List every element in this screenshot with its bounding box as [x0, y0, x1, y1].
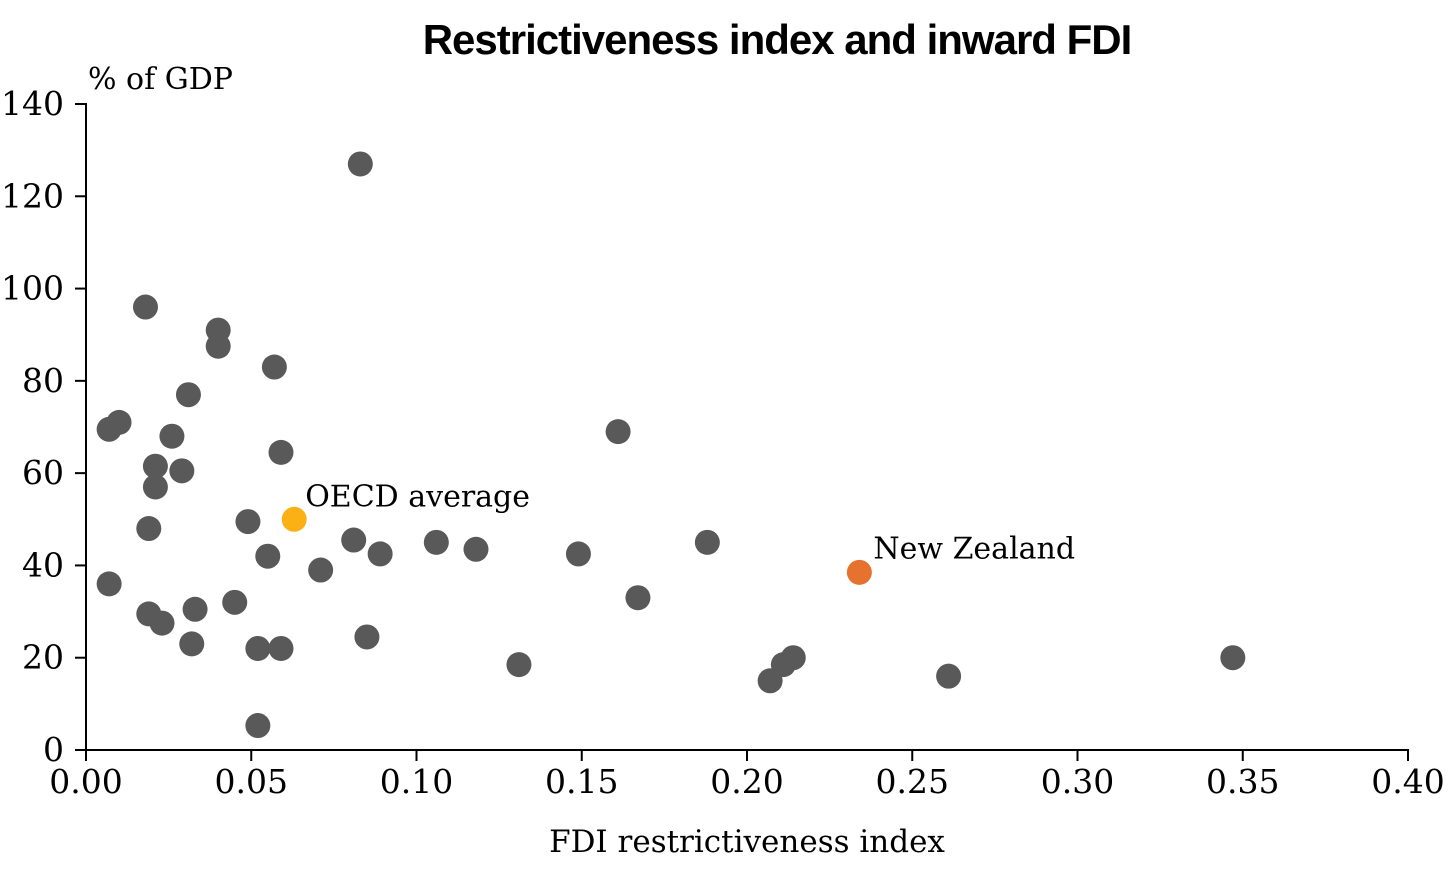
x-tick-label: 0.20: [710, 762, 783, 801]
data-point-country: [936, 663, 962, 689]
data-point-country: [506, 652, 532, 678]
data-point-country: [96, 571, 122, 597]
y-axis-unit-label: % of GDP: [88, 62, 233, 97]
data-point-country: [159, 423, 185, 449]
data-point-country: [565, 541, 591, 567]
data-point-country: [179, 631, 205, 657]
data-point-country: [423, 529, 449, 555]
data-point-country: [268, 439, 294, 465]
data-point-country: [268, 635, 294, 661]
x-tick-label: 0.25: [876, 762, 949, 801]
x-tick-label: 0.05: [215, 762, 288, 801]
x-tick-label: 0.35: [1206, 762, 1279, 801]
annotation-new-zealand: New Zealand: [873, 531, 1075, 566]
x-tick-label: 0.10: [380, 762, 453, 801]
data-point-country: [625, 585, 651, 611]
x-tick-label: 0.30: [1041, 762, 1114, 801]
y-tick-label: 20: [22, 638, 64, 677]
y-tick-label: 120: [1, 176, 64, 215]
x-tick-label: 0.00: [49, 762, 122, 801]
data-point-country: [136, 516, 162, 542]
data-point-country: [96, 416, 122, 442]
data-point-country: [367, 541, 393, 567]
data-point-country: [463, 536, 489, 562]
chart-title: Restrictiveness index and inward FDI: [422, 16, 1133, 63]
data-point-country: [182, 596, 208, 622]
data-point-country: [245, 713, 271, 739]
data-point-country: [1220, 645, 1246, 671]
data-point-country: [245, 635, 271, 661]
data-point-country: [142, 453, 168, 479]
y-tick-label: 140: [1, 84, 64, 123]
annotation-oecd-average: OECD average: [305, 479, 530, 514]
data-point-country: [308, 557, 334, 583]
data-point-country: [354, 624, 380, 650]
y-tick-label: 40: [22, 545, 64, 584]
data-point-country: [205, 333, 231, 359]
data-point-country: [261, 354, 287, 380]
x-tick-label: 0.40: [1371, 762, 1444, 801]
data-point-country: [347, 151, 373, 177]
data-point-country: [605, 419, 631, 445]
y-tick-label: 0: [43, 730, 64, 769]
data-point-country: [255, 543, 281, 569]
y-tick-label: 80: [22, 361, 64, 400]
data-point-country: [142, 474, 168, 500]
y-tick-label: 60: [22, 453, 64, 492]
data-point-country: [175, 382, 201, 408]
data-point-country: [694, 529, 720, 555]
data-point-country: [222, 589, 248, 615]
data-point-country: [780, 645, 806, 671]
data-point-country: [341, 527, 367, 553]
x-tick-label: 0.15: [545, 762, 618, 801]
data-point-new-zealand: [846, 559, 872, 585]
data-point-country: [149, 610, 175, 636]
data-point-oecd-average: [281, 506, 307, 532]
x-axis-title: FDI restrictiveness index: [549, 824, 945, 860]
data-point-country: [169, 458, 195, 484]
y-tick-label: 100: [1, 269, 64, 308]
data-point-country: [235, 509, 261, 535]
data-point-country: [132, 294, 158, 320]
